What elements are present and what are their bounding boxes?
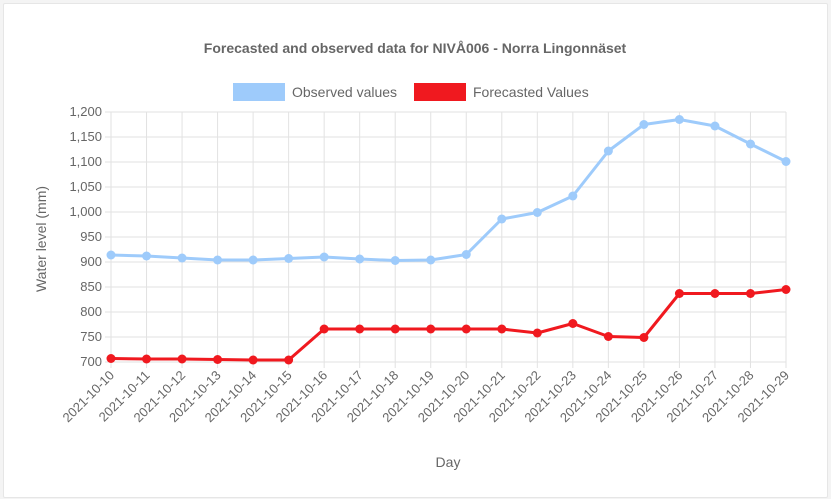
chart-card: Forecasted and observed data for NIVÅ006…: [3, 3, 828, 498]
data-point[interactable]: [497, 214, 507, 224]
line-chart: Forecasted and observed data for NIVÅ006…: [33, 40, 792, 470]
series-line: [110, 118, 787, 262]
data-point[interactable]: [213, 355, 223, 364]
data-point[interactable]: [177, 253, 187, 263]
legend-item-observed[interactable]: Observed values: [233, 83, 397, 101]
data-point[interactable]: [461, 324, 471, 334]
data-point[interactable]: [142, 354, 152, 364]
legend-swatch-observed: [233, 83, 285, 101]
data-point[interactable]: [781, 157, 791, 166]
series-line: [110, 288, 787, 362]
legend-label-observed: Observed values: [292, 84, 397, 100]
legend-label-forecasted: Forecasted Values: [473, 84, 589, 100]
y-axis-title: Water level (mm): [33, 186, 49, 292]
x-axis-title: Day: [436, 454, 461, 470]
data-point[interactable]: [568, 191, 578, 201]
data-point[interactable]: [426, 324, 436, 334]
data-point[interactable]: [319, 324, 329, 334]
data-point[interactable]: [106, 250, 116, 260]
data-point[interactable]: [603, 146, 613, 156]
y-tick-label: 1,100: [69, 154, 102, 169]
data-point[interactable]: [177, 354, 187, 364]
series-0: [106, 115, 791, 265]
data-point[interactable]: [745, 289, 755, 298]
data-point[interactable]: [284, 254, 294, 263]
data-point[interactable]: [461, 250, 471, 259]
data-point[interactable]: [106, 354, 116, 363]
y-tick-label: 900: [80, 254, 102, 269]
y-tick-label: 850: [80, 279, 102, 294]
legend[interactable]: Observed values Forecasted Values: [233, 83, 589, 101]
y-tick-label: 1,000: [69, 204, 102, 219]
y-tick-label: 700: [80, 354, 102, 369]
legend-swatch-forecasted: [414, 83, 466, 101]
data-point[interactable]: [745, 139, 755, 149]
y-tick-label: 750: [80, 329, 102, 344]
legend-item-forecasted[interactable]: Forecasted Values: [414, 83, 589, 101]
y-tick-label: 1,200: [69, 104, 102, 119]
data-point[interactable]: [532, 328, 542, 338]
y-tick-label: 950: [80, 229, 102, 244]
data-point[interactable]: [674, 115, 684, 124]
y-tick-label: 1,150: [69, 129, 102, 144]
x-axis-ticks: 2021-10-102021-10-112021-10-122021-10-13…: [59, 368, 792, 426]
data-point[interactable]: [639, 333, 649, 342]
chart-title: Forecasted and observed data for NIVÅ006…: [204, 40, 627, 56]
data-point[interactable]: [710, 121, 720, 131]
data-point[interactable]: [639, 120, 649, 129]
data-point[interactable]: [426, 255, 436, 265]
data-point[interactable]: [532, 208, 542, 217]
data-point[interactable]: [390, 256, 400, 265]
series-1: [106, 285, 791, 365]
data-point[interactable]: [355, 324, 365, 334]
data-point[interactable]: [568, 319, 578, 328]
data-point[interactable]: [284, 355, 294, 365]
data-point[interactable]: [781, 285, 791, 294]
data-point[interactable]: [710, 289, 720, 298]
y-tick-label: 1,050: [69, 179, 102, 194]
data-point[interactable]: [390, 324, 400, 334]
data-point[interactable]: [497, 324, 507, 334]
data-point[interactable]: [248, 355, 258, 365]
series-lines: [106, 115, 791, 365]
data-point[interactable]: [603, 332, 613, 341]
data-point[interactable]: [319, 252, 329, 262]
data-point[interactable]: [142, 251, 152, 261]
data-point[interactable]: [355, 254, 365, 264]
y-axis-ticks: 700 750 800 850 900 950 1,000 1,050 1,100 1,150 1,…: [69, 104, 102, 369]
data-point[interactable]: [213, 255, 223, 265]
data-point[interactable]: [674, 289, 684, 298]
data-point[interactable]: [248, 255, 258, 265]
y-tick-label: 800: [80, 304, 102, 319]
